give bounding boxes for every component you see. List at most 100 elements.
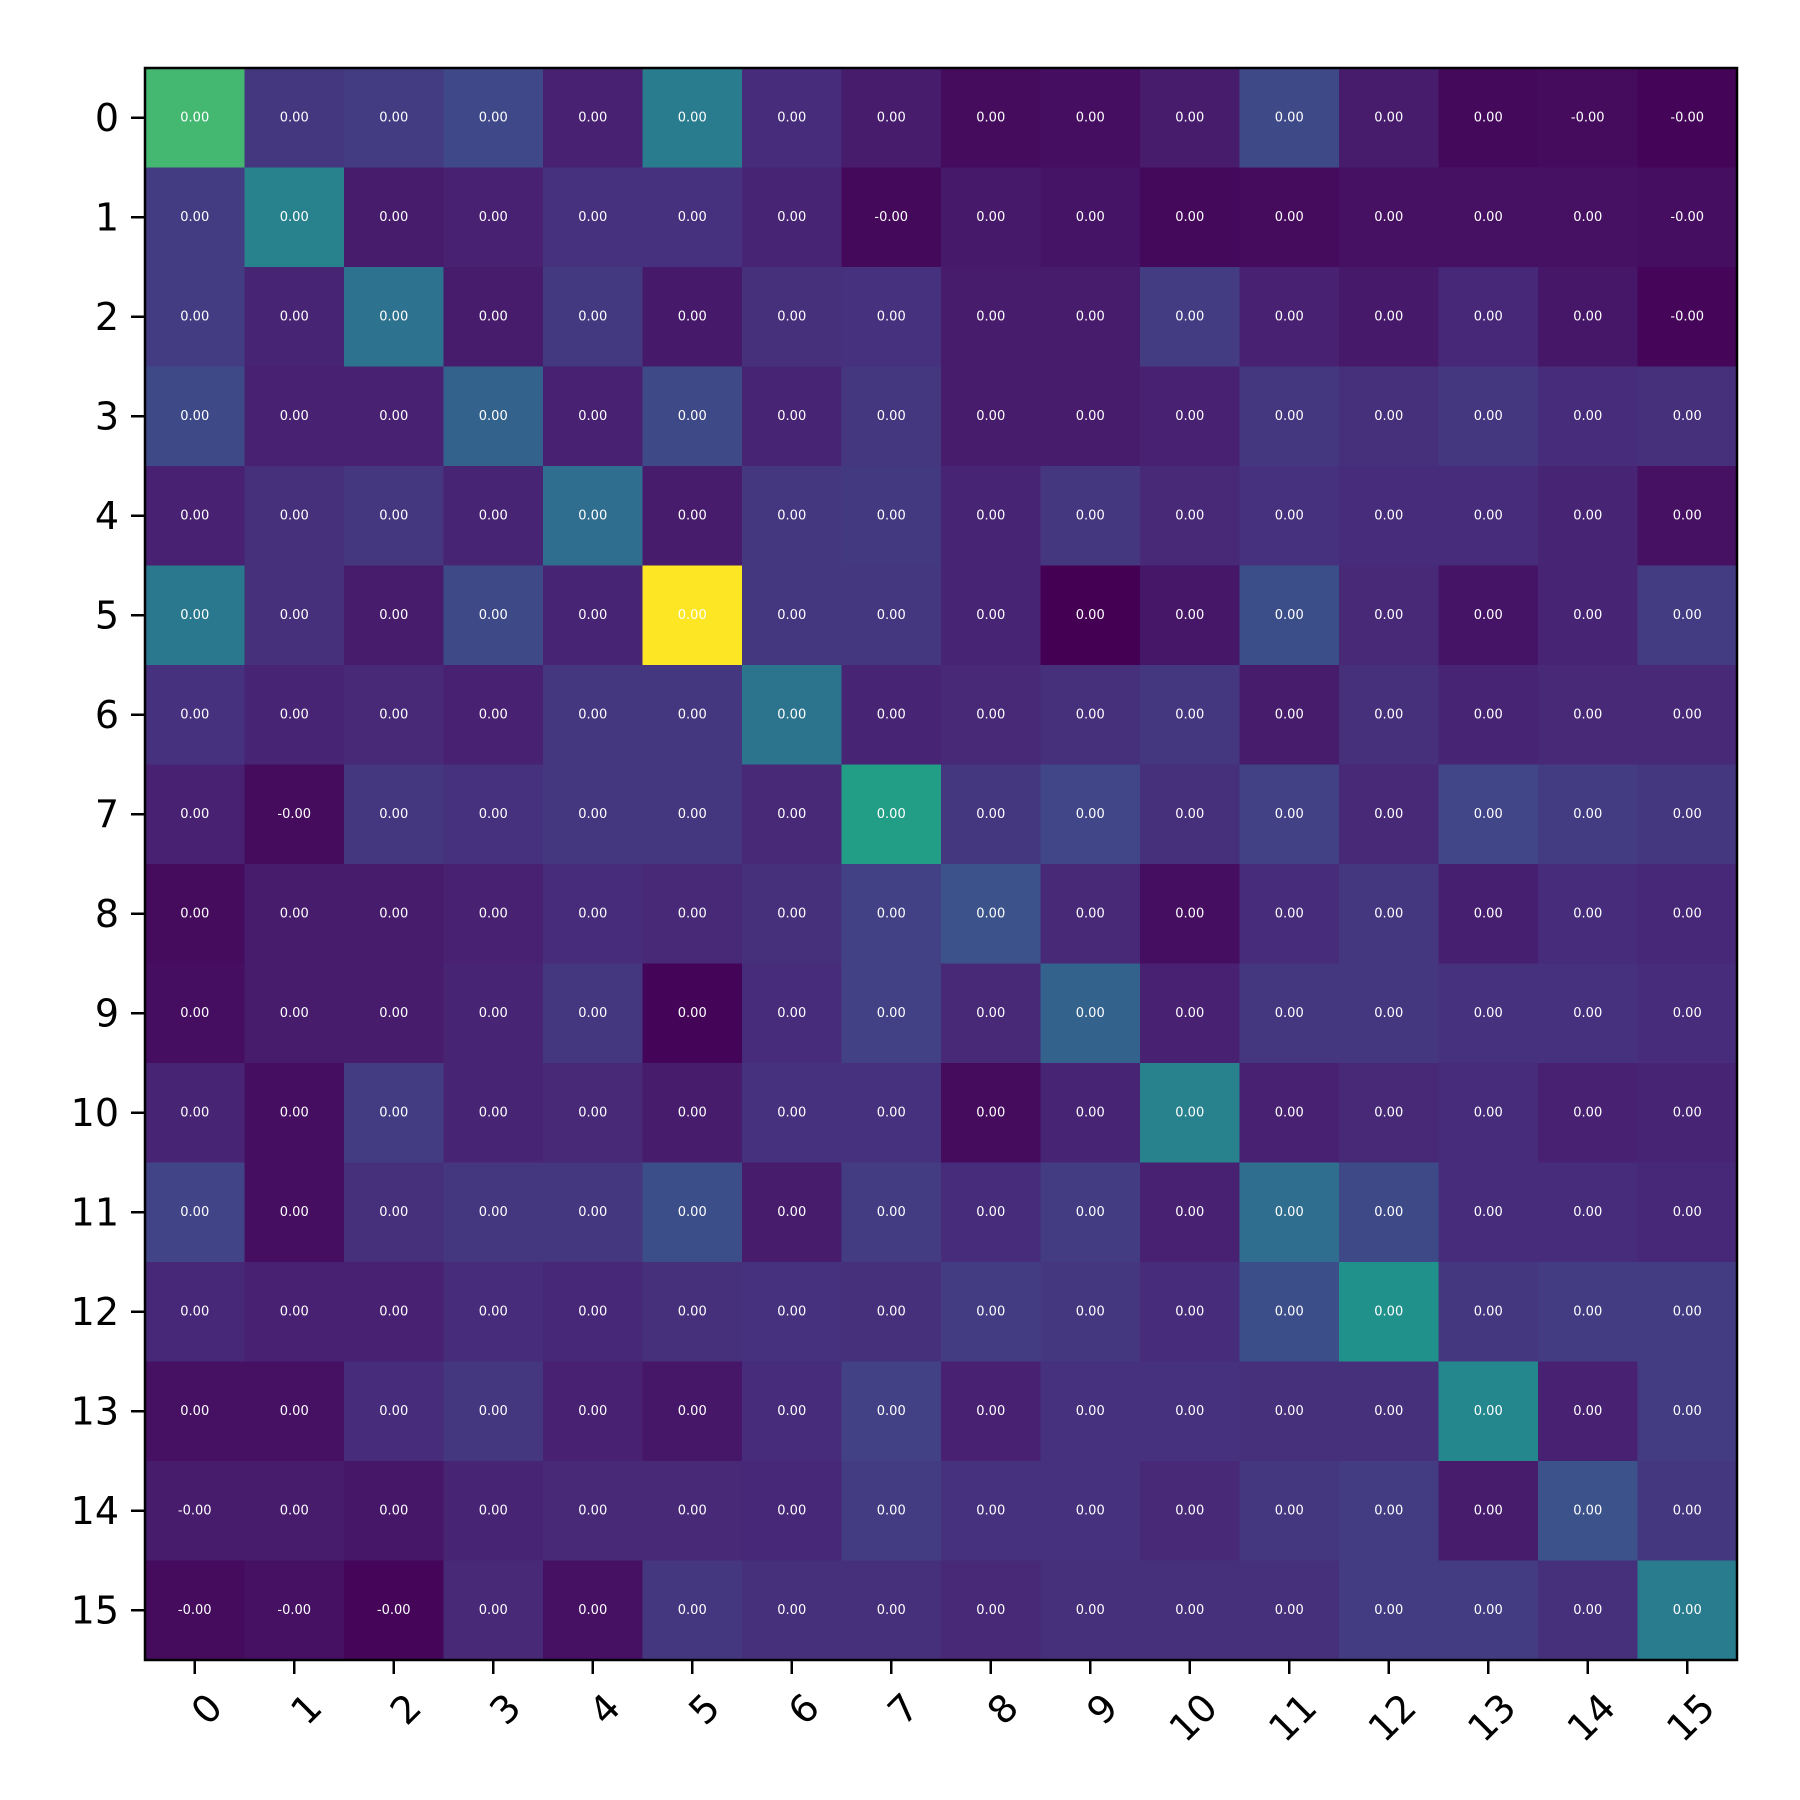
heatmap-cell-r12-c11 bbox=[1239, 1262, 1340, 1362]
heatmap-cell-r4-c7 bbox=[841, 466, 942, 566]
cell-value-label: 0.00 bbox=[479, 210, 508, 225]
heatmap-cell-r8-c13 bbox=[1438, 864, 1539, 964]
cell-value-label: 0.00 bbox=[1474, 508, 1503, 523]
cell-value-label: 0.00 bbox=[678, 110, 707, 125]
cell-value-label: 0.00 bbox=[877, 1503, 906, 1518]
heatmap-cell-r13-c12 bbox=[1339, 1361, 1439, 1462]
heatmap-cell-r9-c15 bbox=[1637, 963, 1738, 1064]
cell-value-label: 0.00 bbox=[678, 1006, 707, 1021]
cell-value-label: 0.00 bbox=[1076, 707, 1105, 722]
heatmap-cell-r14-c11 bbox=[1239, 1461, 1340, 1561]
cell-value-label: 0.00 bbox=[1474, 409, 1503, 424]
heatmap-cell-r5-c11 bbox=[1239, 565, 1340, 666]
cell-value-label: 0.00 bbox=[678, 608, 707, 623]
cell-value-label: 0.00 bbox=[578, 309, 607, 324]
heatmap-cell-r7-c6 bbox=[742, 764, 842, 865]
cell-value-label: 0.00 bbox=[280, 1205, 309, 1220]
cell-value-label: 0.00 bbox=[777, 1006, 806, 1021]
heatmap-cell-r14-c5 bbox=[642, 1461, 743, 1561]
heatmap-cell-r7-c8 bbox=[941, 764, 1041, 865]
cell-value-label: -0.00 bbox=[277, 1603, 311, 1618]
heatmap-cell-r8-c8 bbox=[941, 864, 1041, 964]
cell-value-label: 0.00 bbox=[1374, 1503, 1403, 1518]
cell-value-label: 0.00 bbox=[479, 707, 508, 722]
cell-value-label: 0.00 bbox=[678, 508, 707, 523]
cell-value-label: 0.00 bbox=[1573, 508, 1602, 523]
heatmap-cell-r13-c9 bbox=[1040, 1361, 1141, 1462]
cell-value-label: 0.00 bbox=[479, 409, 508, 424]
cell-value-label: 0.00 bbox=[1275, 1205, 1304, 1220]
cell-value-label: 0.00 bbox=[1175, 309, 1204, 324]
heatmap-cell-r4-c11 bbox=[1239, 466, 1340, 566]
heatmap-cell-r6-c2 bbox=[344, 665, 444, 765]
heatmap-cell-r3-c5 bbox=[642, 366, 743, 467]
cell-value-label: 0.00 bbox=[280, 1006, 309, 1021]
heatmap-cell-r11-c14 bbox=[1538, 1162, 1638, 1263]
cell-value-label: 0.00 bbox=[578, 1304, 607, 1319]
heatmap-cell-r8-c15 bbox=[1637, 864, 1738, 964]
cell-value-label: 0.00 bbox=[180, 1304, 209, 1319]
cell-value-label: 0.00 bbox=[1175, 210, 1204, 225]
heatmap-cell-r13-c11 bbox=[1239, 1361, 1340, 1462]
heatmap-cell-r2-c8 bbox=[941, 267, 1041, 367]
cell-value-label: 0.00 bbox=[180, 707, 209, 722]
heatmap-cell-r3-c1 bbox=[244, 366, 345, 467]
cell-value-label: 0.00 bbox=[777, 1503, 806, 1518]
cell-value-label: 0.00 bbox=[180, 906, 209, 921]
heatmap-cell-r7-c7 bbox=[841, 764, 942, 865]
heatmap-cell-r1-c2 bbox=[344, 167, 444, 268]
cell-value-label: 0.00 bbox=[1175, 409, 1204, 424]
heatmap-cell-r3-c12 bbox=[1339, 366, 1439, 467]
cell-value-label: 0.00 bbox=[777, 508, 806, 523]
heatmap-cell-r3-c10 bbox=[1140, 366, 1240, 467]
heatmap-cell-r4-c6 bbox=[742, 466, 842, 566]
heatmap-cell-r15-c15 bbox=[1637, 1560, 1738, 1661]
cell-value-label: 0.00 bbox=[777, 1304, 806, 1319]
heatmap-cell-r13-c5 bbox=[642, 1361, 743, 1462]
cell-value-label: 0.00 bbox=[280, 409, 309, 424]
heatmap-cell-r10-c4 bbox=[543, 1063, 643, 1163]
cell-value-label: 0.00 bbox=[280, 1404, 309, 1419]
cell-value-label: 0.00 bbox=[479, 508, 508, 523]
heatmap-cell-r6-c6 bbox=[742, 665, 842, 765]
heatmap-cell-r4-c3 bbox=[443, 466, 544, 566]
heatmap-cell-r15-c4 bbox=[543, 1560, 643, 1661]
cell-value-label: 0.00 bbox=[877, 1603, 906, 1618]
cell-value-label: 0.00 bbox=[1374, 309, 1403, 324]
cell-value-label: 0.00 bbox=[379, 807, 408, 822]
cell-value-label: 0.00 bbox=[578, 1404, 607, 1419]
cell-value-label: 0.00 bbox=[379, 110, 408, 125]
heatmap-cell-r11-c13 bbox=[1438, 1162, 1539, 1263]
heatmap-cell-r9-c5 bbox=[642, 963, 743, 1064]
plot-frame bbox=[143, 66, 1739, 1662]
cell-value-label: 0.00 bbox=[1076, 110, 1105, 125]
heatmap-cell-r7-c11 bbox=[1239, 764, 1340, 865]
cell-value-label: 0.00 bbox=[180, 409, 209, 424]
heatmap-cell-r15-c10 bbox=[1140, 1560, 1240, 1661]
cell-value-label: 0.00 bbox=[280, 906, 309, 921]
heatmap-cell-r2-c14 bbox=[1538, 267, 1638, 367]
heatmap-cell-r10-c10 bbox=[1140, 1063, 1240, 1163]
cell-value-label: 0.00 bbox=[1175, 1105, 1204, 1120]
heatmap-cell-r3-c3 bbox=[443, 366, 544, 467]
cell-value-label: 0.00 bbox=[1374, 1006, 1403, 1021]
heatmap-cell-r13-c6 bbox=[742, 1361, 842, 1462]
heatmap-cell-r8-c9 bbox=[1040, 864, 1141, 964]
cell-value-label: 0.00 bbox=[280, 508, 309, 523]
heatmap-cell-r1-c7 bbox=[841, 167, 942, 268]
cell-value-label: 0.00 bbox=[1374, 508, 1403, 523]
heatmap-cell-r7-c2 bbox=[344, 764, 444, 865]
cell-value-label: 0.00 bbox=[1275, 1006, 1304, 1021]
heatmap-cell-r11-c11 bbox=[1239, 1162, 1340, 1263]
cell-value-label: 0.00 bbox=[678, 1404, 707, 1419]
heatmap-cell-r7-c15 bbox=[1637, 764, 1738, 865]
cell-value-label: 0.00 bbox=[976, 1503, 1005, 1518]
heatmap-cell-r7-c4 bbox=[543, 764, 643, 865]
heatmap-cell-r9-c2 bbox=[344, 963, 444, 1064]
heatmap-cell-r9-c0 bbox=[145, 963, 245, 1064]
heatmap-cell-r6-c8 bbox=[941, 665, 1041, 765]
cell-value-label: -0.00 bbox=[1670, 309, 1704, 324]
cell-value-label: 0.00 bbox=[1573, 1404, 1602, 1419]
cell-value-label: 0.00 bbox=[180, 1404, 209, 1419]
heatmap-cell-r11-c7 bbox=[841, 1162, 942, 1263]
